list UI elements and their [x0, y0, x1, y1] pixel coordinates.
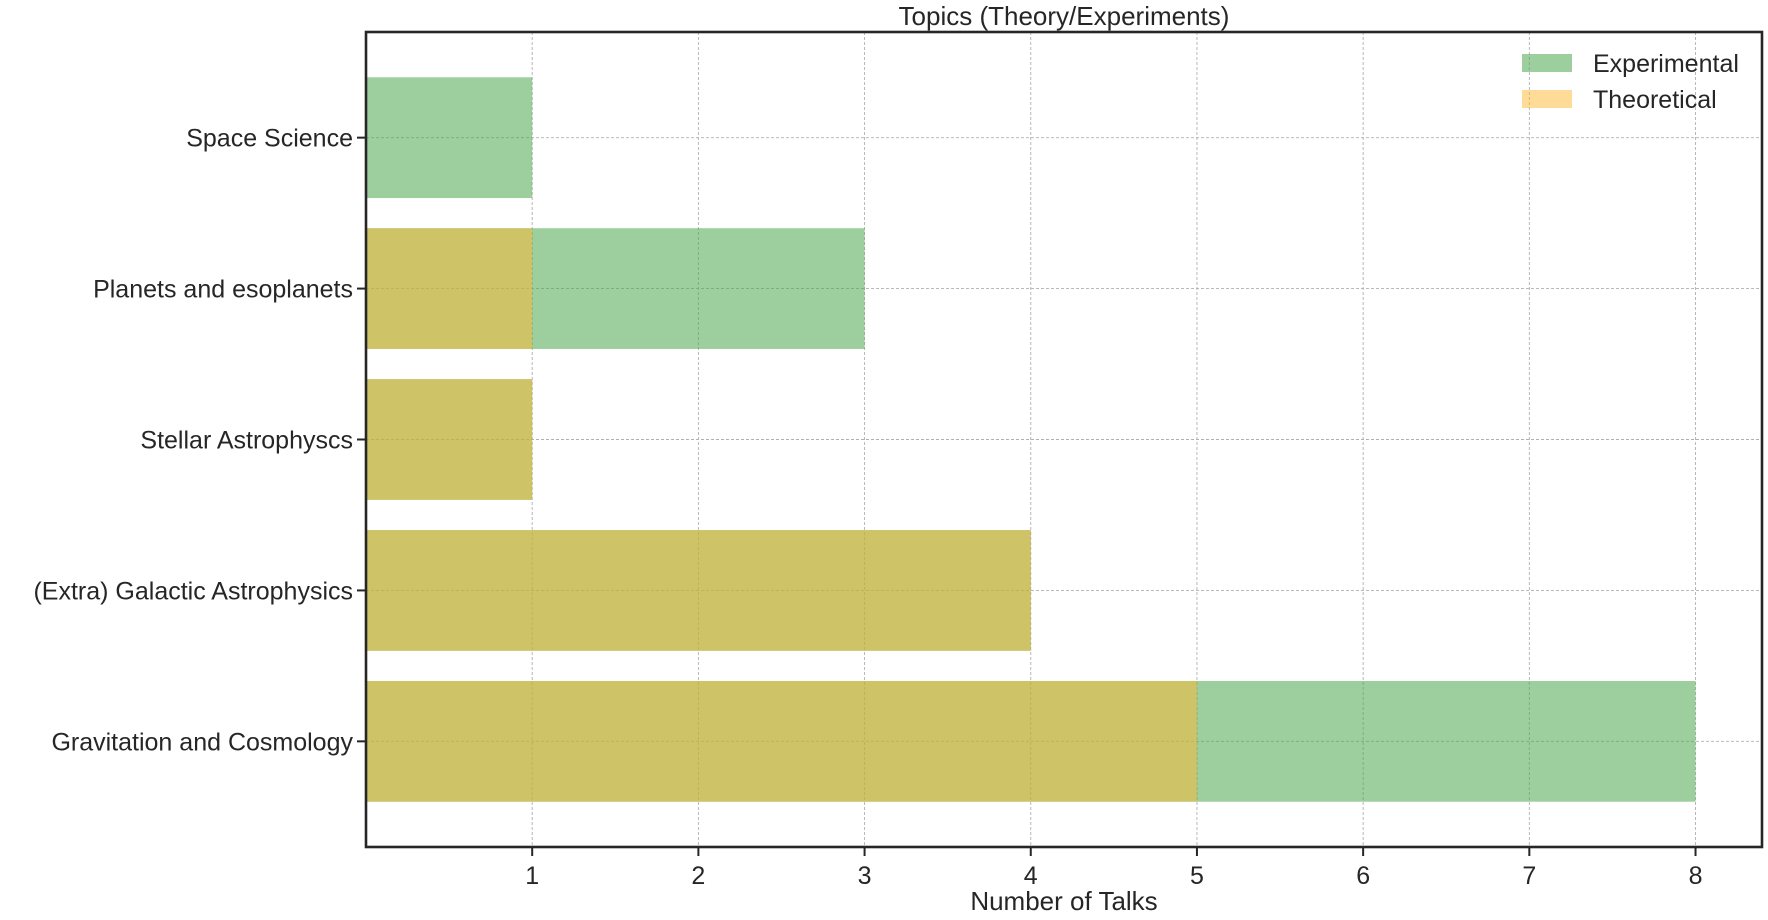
bar-theoretical-extra-galactic-astrophysics [366, 530, 1031, 651]
legend-label-theoretical: Theoretical [1593, 86, 1717, 114]
bar-theoretical-planets-and-esoplanets [366, 228, 533, 349]
y-tick-label-space-science: Space Science [186, 125, 353, 153]
x-axis-label: Number of Talks [970, 886, 1157, 916]
ticks-layer: 1 2 3 4 5 6 7 8 Gravitation and Cosmology (Extra)… [33, 125, 1702, 890]
chart-title: Topics (Theory/Experiments) [899, 1, 1230, 31]
x-tick-label: 1 [525, 862, 539, 890]
x-tick-label: 5 [1190, 862, 1204, 890]
x-tick-label: 6 [1356, 862, 1370, 890]
x-tick-label: 4 [1024, 862, 1038, 890]
x-tick-label: 2 [691, 862, 705, 890]
bar-theoretical-gravitation-and-cosmology [366, 680, 1197, 802]
legend-label-experimental: Experimental [1593, 50, 1739, 78]
y-tick-label-gravitation-and-cosmology: Gravitation and Cosmology [51, 728, 353, 756]
bar-experimental-space-science [366, 77, 533, 199]
y-tick-label-planets-and-esoplanets: Planets and esoplanets [93, 276, 353, 304]
y-tick-label-extra-galactic-astrophysics: (Extra) Galactic Astrophysics [33, 577, 353, 605]
x-tick-label: 8 [1689, 862, 1703, 890]
x-tick-label: 7 [1522, 862, 1536, 890]
bar-theoretical-stellar-astrophyscs [366, 379, 533, 500]
legend: Experimental Theoretical [1522, 50, 1739, 114]
legend-swatch-experimental [1522, 54, 1572, 72]
x-tick-label: 3 [858, 862, 872, 890]
y-tick-label-stellar-astrophyscs: Stellar Astrophyscs [140, 427, 353, 455]
legend-swatch-theoretical [1522, 90, 1572, 108]
bars-layer [366, 77, 1696, 802]
